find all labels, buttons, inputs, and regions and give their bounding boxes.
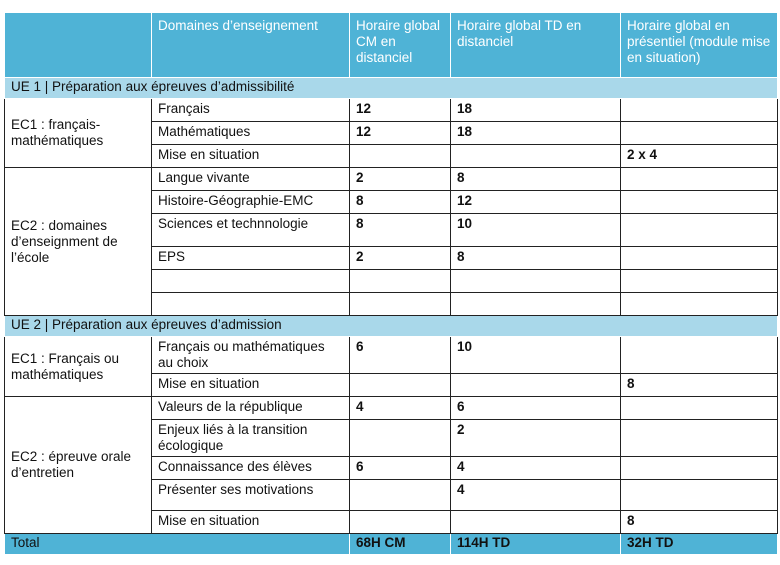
cm-cell [349,144,451,168]
ue2-title: UE 2 | Préparation aux épreuves d’admiss… [4,315,778,337]
header-row: Domaines d’enseignement Horaire global C… [4,12,778,78]
cm-cell [349,479,451,511]
cm-cell: 12 [349,121,451,145]
td-cell: 4 [450,456,621,480]
domain-cell: Langue vivante [151,167,350,191]
curriculum-table: Domaines d’enseignement Horaire global C… [4,12,778,555]
ue1-title: UE 1 | Préparation aux épreuves d’admiss… [4,77,778,99]
pres-cell [620,396,778,420]
table-row: Histoire-Géographie-EMC 8 12 [5,190,778,214]
pres-cell [620,121,778,145]
table-row: Présenter ses motivations 4 [5,479,778,511]
total-td: 114H TD [450,533,621,555]
ue2-ec2-label: EC2 : épreuve orale d’entretien [4,396,152,534]
cm-cell [349,269,451,293]
td-cell [450,269,621,293]
cm-cell: 8 [349,213,451,247]
td-cell: 8 [450,167,621,191]
domain-cell: Valeurs de la république [151,396,350,420]
header-empty [4,12,152,78]
total-cm: 68H CM [349,533,451,555]
cm-cell [349,419,451,457]
domain-cell: EPS [151,246,350,270]
cm-cell: 6 [349,456,451,480]
ue1-section-row: UE 1 | Préparation aux épreuves d’admiss… [4,77,778,99]
cm-cell [349,510,451,534]
pres-cell [620,419,778,457]
header-presentiel: Horaire global en présentiel (module mis… [620,12,778,78]
domain-cell: Français [151,98,350,122]
domain-cell: Enjeux liés à la transition écologique [151,419,350,457]
td-cell: 10 [450,213,621,247]
header-domains: Domaines d’enseignement [151,12,350,78]
table-row: Mise en situation 8 [5,373,778,397]
domain-cell: Mise en situation [151,373,350,397]
domain-cell: Histoire-Géographie-EMC [151,190,350,214]
pres-cell [620,292,778,316]
table-row: EC1 : français-mathématiques Français 12… [4,98,778,168]
td-cell: 18 [450,98,621,122]
pres-cell [620,456,778,480]
table-row: EC1 : Français ou mathématiques Français… [4,336,778,397]
pres-cell [620,479,778,511]
pres-cell: 8 [620,510,778,534]
table-row: Mathématiques 12 18 [5,121,778,145]
domain-cell: Mise en situation [151,144,350,168]
td-cell: 10 [450,336,621,374]
cm-cell [349,373,451,397]
td-cell [450,373,621,397]
cm-cell: 8 [349,190,451,214]
domain-cell [151,269,350,293]
pres-cell [620,190,778,214]
total-label: Total [4,533,350,555]
domain-cell: Français ou mathématiques au choix [151,336,350,374]
header-cm: Horaire global CM en distanciel [349,12,451,78]
cm-cell: 2 [349,167,451,191]
domain-cell: Mathématiques [151,121,350,145]
domain-cell: Mise en situation [151,510,350,534]
td-cell: 4 [450,479,621,511]
ue2-ec1-label: EC1 : Français ou mathématiques [4,336,152,397]
ue1-ec1-label: EC1 : français-mathématiques [4,98,152,168]
pres-cell: 2 x 4 [620,144,778,168]
td-cell [450,144,621,168]
table-row: EPS 2 8 [5,246,778,270]
pres-cell [620,213,778,247]
domain-cell: Sciences et technnologie [151,213,350,247]
domain-cell [151,292,350,316]
ue2-section-row: UE 2 | Préparation aux épreuves d’admiss… [4,315,778,337]
cm-cell [349,292,451,316]
total-pres: 32H TD [620,533,778,555]
total-row: Total 68H CM 114H TD 32H TD [4,533,778,555]
cm-cell: 4 [349,396,451,420]
td-cell: 6 [450,396,621,420]
cm-cell: 6 [349,336,451,374]
pres-cell [620,98,778,122]
table-row: EC2 : domaines d’enseignment de l’école … [4,167,778,316]
table-row: Sciences et technnologie 8 10 [5,213,778,247]
table-row: EC2 : épreuve orale d’entretien Valeurs … [4,396,778,534]
cm-cell: 12 [349,98,451,122]
td-cell: 18 [450,121,621,145]
table-row: Enjeux liés à la transition écologique 2 [5,419,778,457]
domain-cell: Présenter ses motivations [151,479,350,511]
td-cell [450,292,621,316]
table-row [5,269,778,293]
td-cell: 2 [450,419,621,457]
td-cell: 12 [450,190,621,214]
td-cell: 8 [450,246,621,270]
pres-cell [620,246,778,270]
cm-cell: 2 [349,246,451,270]
pres-cell [620,167,778,191]
pres-cell [620,269,778,293]
td-cell [450,510,621,534]
pres-cell: 8 [620,373,778,397]
header-td: Horaire global TD en distanciel [450,12,621,78]
ue1-ec2-label: EC2 : domaines d’enseignment de l’école [4,167,152,316]
domain-cell: Connaissance des élèves [151,456,350,480]
pres-cell [620,336,778,374]
